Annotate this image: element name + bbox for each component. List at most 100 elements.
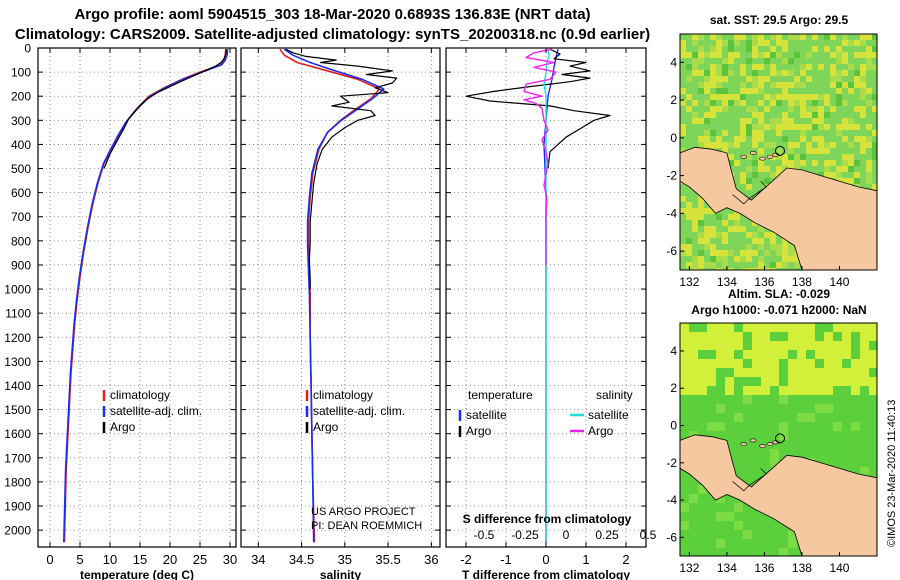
field-cell [698, 88, 704, 94]
field-cell [680, 124, 686, 130]
field-cell [797, 413, 806, 422]
field-cell [740, 64, 746, 70]
field-cell [824, 341, 833, 350]
field-cell [710, 94, 716, 100]
field-cell [746, 232, 752, 238]
x-tick-label: 2 [622, 552, 629, 567]
coastline-bay [732, 468, 767, 492]
field-cell [680, 196, 686, 202]
x-tick-label: 35 [338, 552, 352, 567]
secondary-axis-label: S difference from climatology [463, 512, 632, 526]
field-cell [788, 244, 794, 250]
field-cell [725, 377, 734, 386]
field-cell [686, 202, 692, 208]
field-cell [692, 262, 698, 268]
field-cell [710, 232, 716, 238]
field-cell [842, 332, 851, 341]
field-cell [725, 512, 734, 521]
field-cell [776, 250, 782, 256]
field-cell [716, 40, 722, 46]
field-cell [794, 100, 800, 106]
series-line-s-argo [523, 48, 557, 265]
field-cell [752, 124, 758, 130]
field-cell [710, 106, 716, 112]
field-cell [788, 82, 794, 88]
field-cell [764, 124, 770, 130]
field-cell [854, 136, 860, 142]
field-cell [758, 262, 764, 268]
field-cell [680, 386, 689, 395]
field-cell [872, 142, 877, 148]
field-cell [860, 377, 869, 386]
field-cell [758, 148, 764, 154]
field-cell [776, 52, 782, 58]
field-cell [728, 94, 734, 100]
field-cell [752, 34, 758, 40]
series-line-satellite-adj-clim- [283, 48, 385, 543]
field-cell [722, 100, 728, 106]
field-cell [686, 244, 692, 250]
field-cell [752, 46, 758, 52]
map-y-tick-label: 4 [670, 55, 677, 69]
field-cell [680, 130, 686, 136]
secondary-tick-label: 0 [563, 528, 570, 542]
field-cell [734, 34, 740, 40]
field-cell [746, 106, 752, 112]
field-cell [872, 52, 877, 58]
field-cell [854, 82, 860, 88]
field-cell [764, 178, 770, 184]
field-cell [770, 124, 776, 130]
field-cell [788, 386, 797, 395]
field-cell [704, 88, 710, 94]
field-cell [797, 323, 806, 332]
field-cell [716, 268, 722, 270]
field-cell [842, 52, 848, 58]
field-cell [794, 82, 800, 88]
field-cell [722, 148, 728, 154]
field-cell [698, 58, 704, 64]
field-cell [704, 70, 710, 76]
field-cell [698, 377, 707, 386]
field-cell [770, 94, 776, 100]
sst-map-title: sat. SST: 29.5 Argo: 29.5 [709, 13, 849, 27]
x-tick-label: 0 [542, 552, 549, 567]
island [740, 442, 748, 447]
legend-label: satellite-adj. clim. [313, 404, 405, 418]
field-cell [680, 100, 686, 106]
field-cell [752, 359, 761, 368]
legend-label: Argo [466, 424, 492, 438]
field-cell [794, 262, 800, 268]
field-cell [734, 503, 743, 512]
field-cell [716, 136, 722, 142]
field-cell [722, 106, 728, 112]
field-cell [824, 404, 833, 413]
field-cell [782, 88, 788, 94]
field-cell [704, 244, 710, 250]
field-cell [824, 332, 833, 341]
field-cell [782, 58, 788, 64]
field-cell [698, 220, 704, 226]
field-cell [728, 268, 734, 270]
field-cell [710, 244, 716, 250]
field-cell [728, 46, 734, 52]
field-cell [686, 76, 692, 82]
field-cell [710, 226, 716, 232]
field-cell [740, 118, 746, 124]
field-cell [788, 154, 794, 160]
field-cell [848, 40, 854, 46]
field-cell [836, 130, 842, 136]
field-cell [872, 184, 877, 190]
field-cell [824, 172, 830, 178]
x-tick-label: 36 [424, 552, 438, 567]
field-cell [866, 46, 872, 52]
x-tick-label: 15 [133, 552, 147, 567]
field-cell [770, 350, 779, 359]
field-cell [743, 395, 752, 404]
field-cell [716, 94, 722, 100]
legend-label: climatology [313, 388, 373, 402]
field-cell [734, 332, 743, 341]
field-cell [692, 58, 698, 64]
field-cell [680, 208, 686, 214]
field-cell [710, 82, 716, 88]
depth-tick-label: 1200 [4, 331, 31, 345]
